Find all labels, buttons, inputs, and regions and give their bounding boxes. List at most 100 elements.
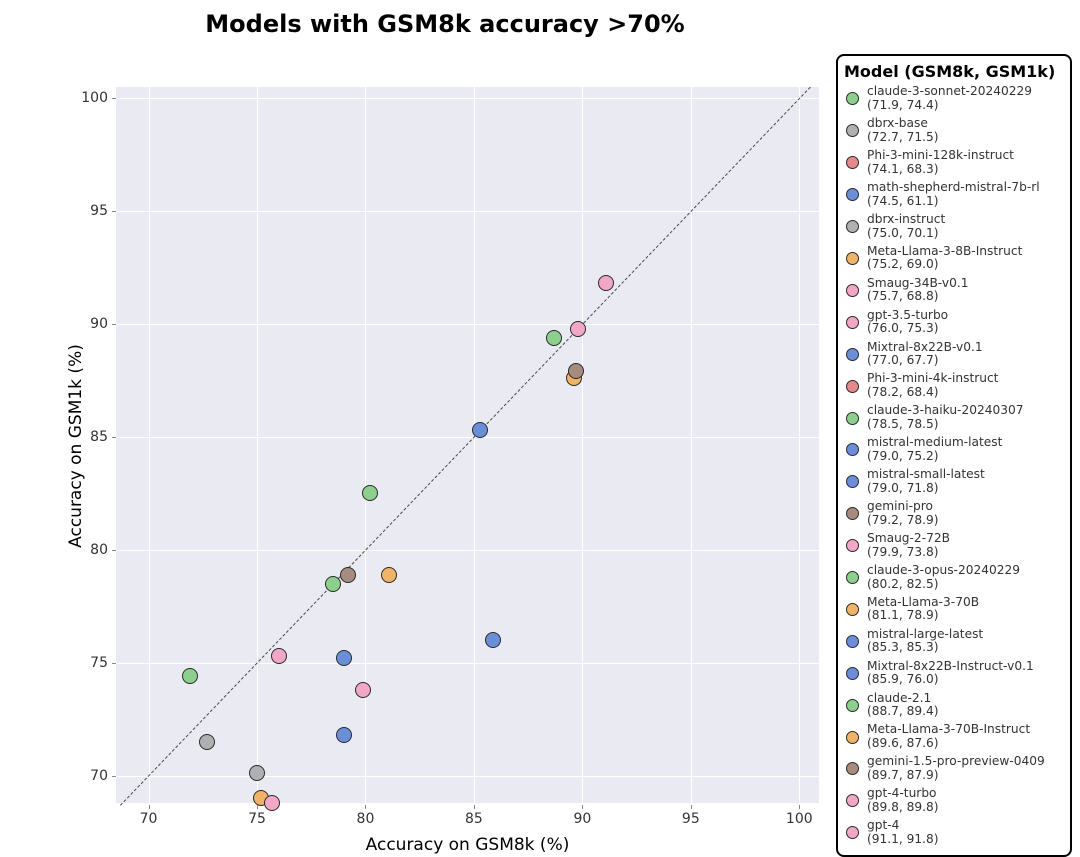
legend-label: claude-3-haiku-20240307(78.5, 78.5) bbox=[867, 404, 1023, 431]
grid-line-h bbox=[116, 211, 819, 212]
tick-label-x: 75 bbox=[248, 811, 266, 827]
legend-title: Model (GSM8k, GSM1k) bbox=[844, 62, 1064, 81]
legend-marker bbox=[846, 507, 859, 520]
legend-item: dbrx-base(72.7, 71.5) bbox=[844, 115, 1064, 147]
grid-line-v bbox=[149, 87, 150, 803]
legend-marker bbox=[846, 731, 859, 744]
data-point bbox=[598, 275, 614, 291]
legend-label: mistral-large-latest(85.3, 85.3) bbox=[867, 628, 983, 655]
legend-label: claude-2.1(88.7, 89.4) bbox=[867, 692, 939, 719]
legend-marker bbox=[846, 571, 859, 584]
legend-label: gpt-4(91.1, 91.8) bbox=[867, 819, 939, 846]
tick-label-x: 100 bbox=[786, 811, 813, 827]
tick-x bbox=[691, 805, 692, 809]
legend-label: Mixtral-8x22B-v0.1(77.0, 67.7) bbox=[867, 341, 983, 368]
grid-line-v bbox=[691, 87, 692, 803]
identity-line bbox=[120, 87, 811, 806]
legend-marker bbox=[846, 348, 859, 361]
data-point bbox=[336, 727, 352, 743]
tick-x bbox=[582, 805, 583, 809]
legend-marker bbox=[846, 316, 859, 329]
plot-wrap: 707580859095100707580859095100Accuracy o… bbox=[60, 44, 830, 762]
legend-marker bbox=[846, 603, 859, 616]
tick-x bbox=[474, 805, 475, 809]
legend-item: Phi-3-mini-4k-instruct(78.2, 68.4) bbox=[844, 370, 1064, 402]
y-axis-label: Accuracy on GSM1k (%) bbox=[66, 87, 86, 805]
x-axis-label: Accuracy on GSM8k (%) bbox=[116, 835, 819, 855]
legend-item: Mixtral-8x22B-Instruct-v0.1(85.9, 76.0) bbox=[844, 657, 1064, 689]
data-point bbox=[362, 485, 378, 501]
legend-marker bbox=[846, 475, 859, 488]
legend-label: gpt-4-turbo(89.8, 89.8) bbox=[867, 787, 939, 814]
legend-item: claude-3-opus-20240229(80.2, 82.5) bbox=[844, 562, 1064, 594]
legend-marker bbox=[846, 220, 859, 233]
legend-label: Meta-Llama-3-70B-Instruct(89.6, 87.6) bbox=[867, 723, 1030, 750]
legend-box: Model (GSM8k, GSM1k) claude-3-sonnet-202… bbox=[836, 54, 1072, 857]
tick-x bbox=[149, 805, 150, 809]
legend-label: claude-3-sonnet-20240229(71.9, 74.4) bbox=[867, 85, 1032, 112]
chart-title: Models with GSM8k accuracy >70% bbox=[60, 10, 830, 44]
legend-marker bbox=[846, 635, 859, 648]
legend-marker bbox=[846, 412, 859, 425]
tick-label-x: 90 bbox=[573, 811, 591, 827]
data-point bbox=[271, 648, 287, 664]
tick-y bbox=[112, 211, 116, 212]
tick-label-x: 80 bbox=[357, 811, 375, 827]
data-point bbox=[568, 363, 584, 379]
legend-item: Meta-Llama-3-70B-Instruct(89.6, 87.6) bbox=[844, 721, 1064, 753]
legend-item: Smaug-2-72B(79.9, 73.8) bbox=[844, 530, 1064, 562]
legend-label: gpt-3.5-turbo(76.0, 75.3) bbox=[867, 309, 948, 336]
legend-item: mistral-large-latest(85.3, 85.3) bbox=[844, 625, 1064, 657]
data-point bbox=[546, 330, 562, 346]
legend-label: claude-3-opus-20240229(80.2, 82.5) bbox=[867, 564, 1020, 591]
data-point bbox=[472, 422, 488, 438]
grid-line-v bbox=[582, 87, 583, 803]
tick-x bbox=[365, 805, 366, 809]
data-point bbox=[381, 567, 397, 583]
legend-item: Meta-Llama-3-8B-Instruct(75.2, 69.0) bbox=[844, 243, 1064, 275]
legend-item: gemini-pro(79.2, 78.9) bbox=[844, 498, 1064, 530]
legend-marker bbox=[846, 284, 859, 297]
legend-label: Smaug-2-72B(79.9, 73.8) bbox=[867, 532, 950, 559]
grid-line-h bbox=[116, 98, 819, 99]
legend-marker bbox=[846, 826, 859, 839]
legend-label: Meta-Llama-3-70B(81.1, 78.9) bbox=[867, 596, 979, 623]
legend-marker bbox=[846, 92, 859, 105]
legend-label: gemini-pro(79.2, 78.9) bbox=[867, 500, 939, 527]
legend-marker bbox=[846, 443, 859, 456]
legend-item: Phi-3-mini-128k-instruct(74.1, 68.3) bbox=[844, 147, 1064, 179]
data-point bbox=[570, 321, 586, 337]
tick-label-x: 85 bbox=[465, 811, 483, 827]
grid-line-h bbox=[116, 324, 819, 325]
data-point bbox=[249, 765, 265, 781]
legend-label: mistral-small-latest(79.0, 71.8) bbox=[867, 468, 985, 495]
tick-x bbox=[799, 805, 800, 809]
legend-label: Phi-3-mini-4k-instruct(78.2, 68.4) bbox=[867, 372, 998, 399]
legend-label: Phi-3-mini-128k-instruct(74.1, 68.3) bbox=[867, 149, 1014, 176]
legend-marker bbox=[846, 539, 859, 552]
tick-label-x: 95 bbox=[682, 811, 700, 827]
legend-item: claude-3-haiku-20240307(78.5, 78.5) bbox=[844, 402, 1064, 434]
grid-line-h bbox=[116, 550, 819, 551]
legend-marker bbox=[846, 762, 859, 775]
legend-marker bbox=[846, 380, 859, 393]
legend-marker bbox=[846, 699, 859, 712]
tick-y bbox=[112, 437, 116, 438]
legend-item: dbrx-instruct(75.0, 70.1) bbox=[844, 211, 1064, 243]
grid-line-h bbox=[116, 776, 819, 777]
tick-y bbox=[112, 550, 116, 551]
grid-line-v bbox=[474, 87, 475, 803]
data-point bbox=[355, 682, 371, 698]
legend-item: gpt-4(91.1, 91.8) bbox=[844, 817, 1064, 849]
tick-y bbox=[112, 324, 116, 325]
grid-line-h bbox=[116, 437, 819, 438]
legend-item: Meta-Llama-3-70B(81.1, 78.9) bbox=[844, 594, 1064, 626]
legend-item: math-shepherd-mistral-7b-rl(74.5, 61.1) bbox=[844, 179, 1064, 211]
data-point bbox=[264, 795, 280, 811]
legend-item: gpt-4-turbo(89.8, 89.8) bbox=[844, 785, 1064, 817]
legend-item: mistral-small-latest(79.0, 71.8) bbox=[844, 466, 1064, 498]
tick-label-x: 70 bbox=[140, 811, 158, 827]
tick-y bbox=[112, 776, 116, 777]
legend-label: Smaug-34B-v0.1(75.7, 68.8) bbox=[867, 277, 968, 304]
legend-label: Meta-Llama-3-8B-Instruct(75.2, 69.0) bbox=[867, 245, 1022, 272]
